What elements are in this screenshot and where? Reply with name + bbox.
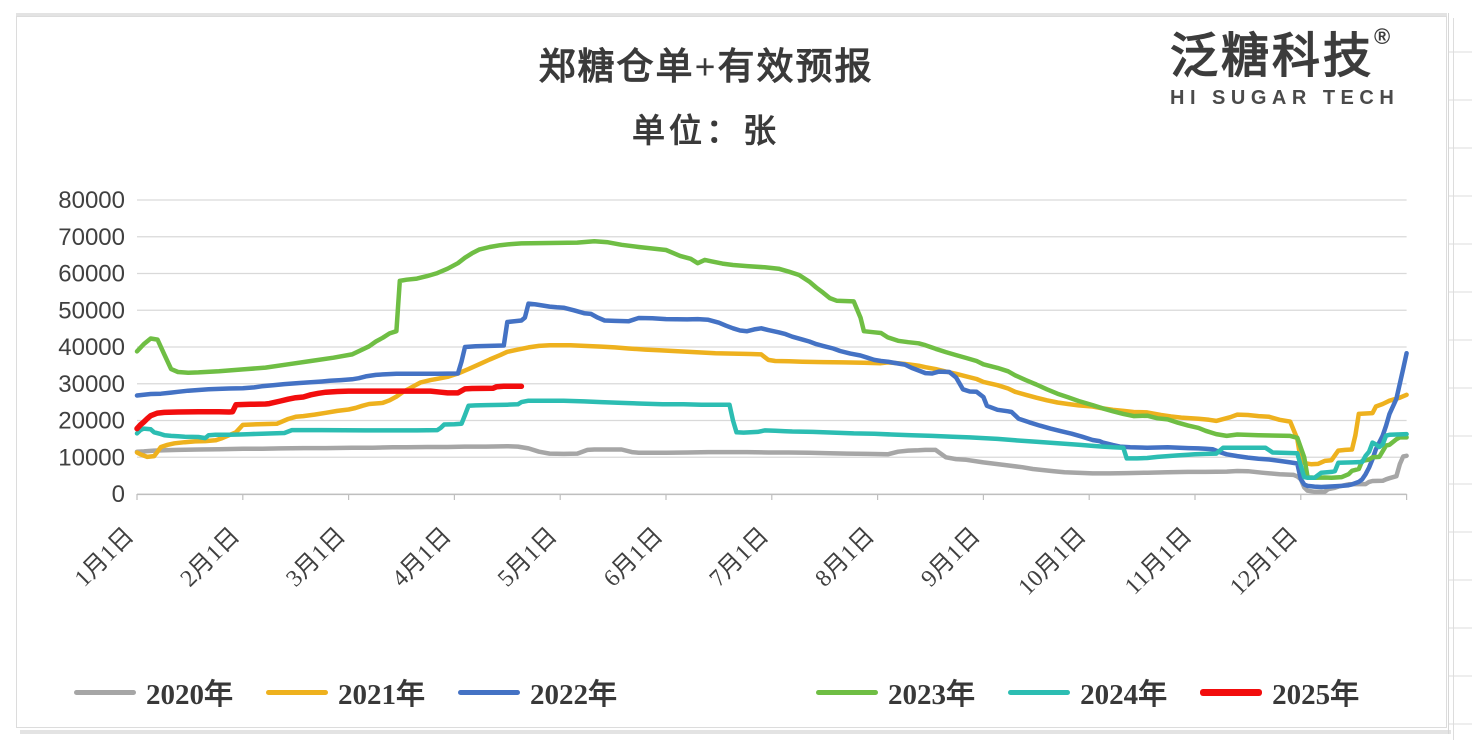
legend-label: 2024年 (1080, 679, 1168, 711)
y-axis-tick-label: 40000 (58, 334, 125, 361)
legend-item-2022: 2022年 (458, 671, 617, 713)
legend-label: 2022年 (530, 679, 618, 711)
chart-frame-top-shadow (16, 13, 1447, 17)
legend-label: 2023年 (888, 679, 976, 711)
chart-legend: 2020年 2021年 2022年 2023年 2024年 2025年 (74, 672, 1392, 712)
y-axis-tick-label: 50000 (58, 297, 125, 324)
y-axis-tick-label: 60000 (58, 261, 125, 288)
legend-label: 2021年 (338, 679, 426, 711)
legend-label: 2025年 (1272, 679, 1360, 711)
legend-color-dash (1008, 689, 1071, 695)
chart-frame (16, 16, 1447, 728)
registered-trademark-icon: ® (1374, 24, 1391, 49)
series-line-2021 (134, 342, 1409, 467)
x-axis-tick-label: 3月1日 (282, 523, 351, 592)
x-axis-tick-label: 7月1日 (705, 523, 774, 592)
x-axis-tick-label: 8月1日 (811, 523, 880, 592)
y-axis-tick-label: 80000 (58, 187, 125, 214)
legend-item-2023: 2023年 (816, 671, 975, 713)
y-axis-tick-label: 10000 (58, 444, 125, 471)
chart-unit-label: 单位：张 (632, 114, 780, 150)
series-line-2023 (134, 238, 1409, 481)
legend-item-2024: 2024年 (1008, 671, 1167, 713)
x-axis-tick-label: 5月1日 (493, 523, 562, 592)
series-line-2022 (134, 301, 1409, 490)
legend-item-2020: 2020年 (74, 671, 233, 713)
y-axis-tick-label: 30000 (58, 371, 125, 398)
logo-brand-text: 泛糖科技® (1170, 24, 1391, 83)
hi-sugar-tech-logo: 泛糖科技® HI SUGAR TECH (1170, 26, 1420, 110)
y-axis-tick-label: 20000 (58, 408, 125, 435)
legend-color-dash (74, 689, 136, 695)
legend-item-2025: 2025年 (1200, 671, 1359, 713)
chart-frame-bottom-shadow (20, 730, 1451, 734)
legend-color-dash (266, 689, 329, 695)
legend-item-2021: 2021年 (266, 671, 425, 713)
x-axis-tick-label: 12月1日 (1225, 523, 1303, 601)
y-axis-tick-label: 70000 (58, 224, 125, 251)
x-axis-tick-label: 4月1日 (387, 523, 456, 592)
legend-color-dash (458, 689, 521, 695)
chart-title: 郑糖仓单+有效预报 (538, 47, 874, 88)
y-axis-tick-label: 0 (112, 481, 125, 508)
x-axis-tick-label: 1月1日 (70, 523, 139, 592)
logo-subtitle-text: HI SUGAR TECH (1170, 87, 1400, 109)
x-axis-tick-label: 10月1日 (1014, 523, 1092, 601)
series-line-2025 (134, 383, 525, 432)
series-line-2020 (134, 443, 1409, 495)
legend-color-dash (816, 689, 879, 695)
chart-header: 郑糖仓单+有效预报 单位：张 (386, 36, 1026, 152)
x-axis-tick-label: 9月1日 (916, 523, 985, 592)
legend-label: 2020年 (146, 679, 234, 711)
legend-color-dash (1200, 688, 1263, 696)
series-line-2024 (134, 398, 1409, 481)
x-axis-tick-label: 2月1日 (176, 523, 245, 592)
x-axis-tick-label: 6月1日 (599, 523, 668, 592)
x-axis-tick-label: 11月1日 (1120, 523, 1197, 600)
